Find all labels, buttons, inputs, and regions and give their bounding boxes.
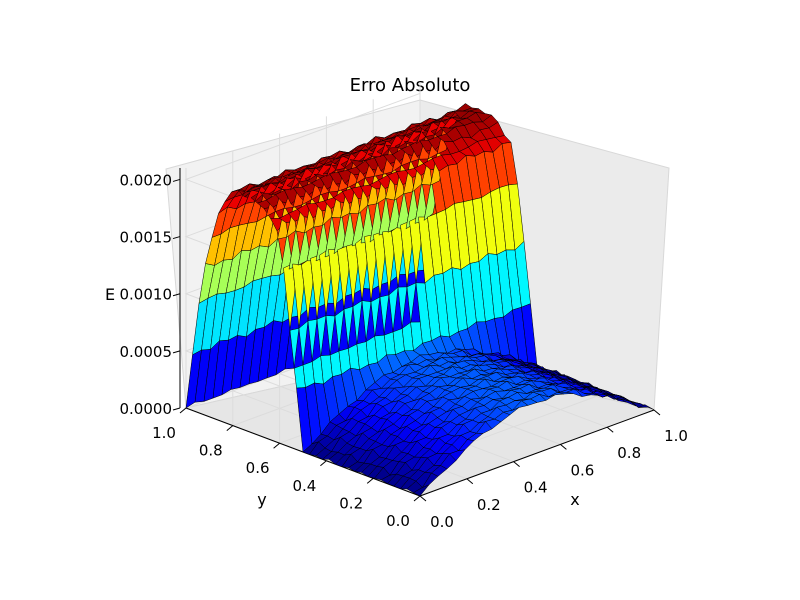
y-tick (273, 442, 280, 449)
x-tick-label: 0.4 (524, 479, 548, 497)
y-tick-label: 1.0 (152, 424, 176, 442)
y-tick-label: 0.2 (339, 494, 363, 512)
tick-labels: 0.0 0.2 0.4 0.6 0.8 1.0 0.0 0.2 0.4 0.6 0.8 1.0 0.00… (120, 171, 688, 531)
z-tick-label: 0.0020 (120, 171, 173, 189)
y-tick (226, 425, 234, 431)
x-axis-line (419, 409, 655, 497)
y-tick-label: 0.8 (199, 442, 223, 460)
x-tick-label: 1.0 (664, 427, 688, 445)
tick-marks (172, 178, 661, 502)
y-axis-label: y (257, 490, 266, 509)
x-tick (653, 409, 661, 416)
y-tick-label: 0.6 (246, 459, 270, 477)
x-axis-label: x (570, 490, 579, 509)
z-tick-label: 0.0005 (120, 343, 173, 361)
z-tick (172, 236, 181, 240)
z-tick (172, 407, 181, 411)
z-tick (172, 350, 181, 354)
y-tick (320, 460, 327, 467)
z-tick (172, 293, 181, 297)
y-tick (366, 478, 374, 484)
surface-facet (638, 404, 655, 410)
y-tick (413, 495, 421, 502)
z-tick-label: 0.0015 (120, 229, 173, 247)
z-tick-label: 0.0010 (120, 286, 173, 304)
x-tick-label: 0.8 (617, 444, 641, 462)
y-tick-label: 0.4 (292, 477, 316, 495)
x-tick (419, 495, 427, 502)
x-tick (606, 426, 614, 433)
z-tick (172, 178, 181, 182)
x-tick-label: 0.0 (430, 513, 454, 531)
x-tick (560, 444, 567, 450)
chart-title: Erro Absoluto (350, 75, 471, 96)
surface-mesh (185, 103, 655, 497)
x-tick (466, 478, 474, 485)
x-tick-label: 0.6 (570, 461, 594, 479)
y-tick (179, 407, 187, 414)
x-tick (513, 461, 520, 467)
y-tick-label: 0.0 (386, 512, 410, 530)
x-tick-label: 0.2 (477, 496, 501, 514)
z-tick-label: 0.0000 (120, 400, 173, 418)
z-axis-label: E (105, 285, 115, 304)
